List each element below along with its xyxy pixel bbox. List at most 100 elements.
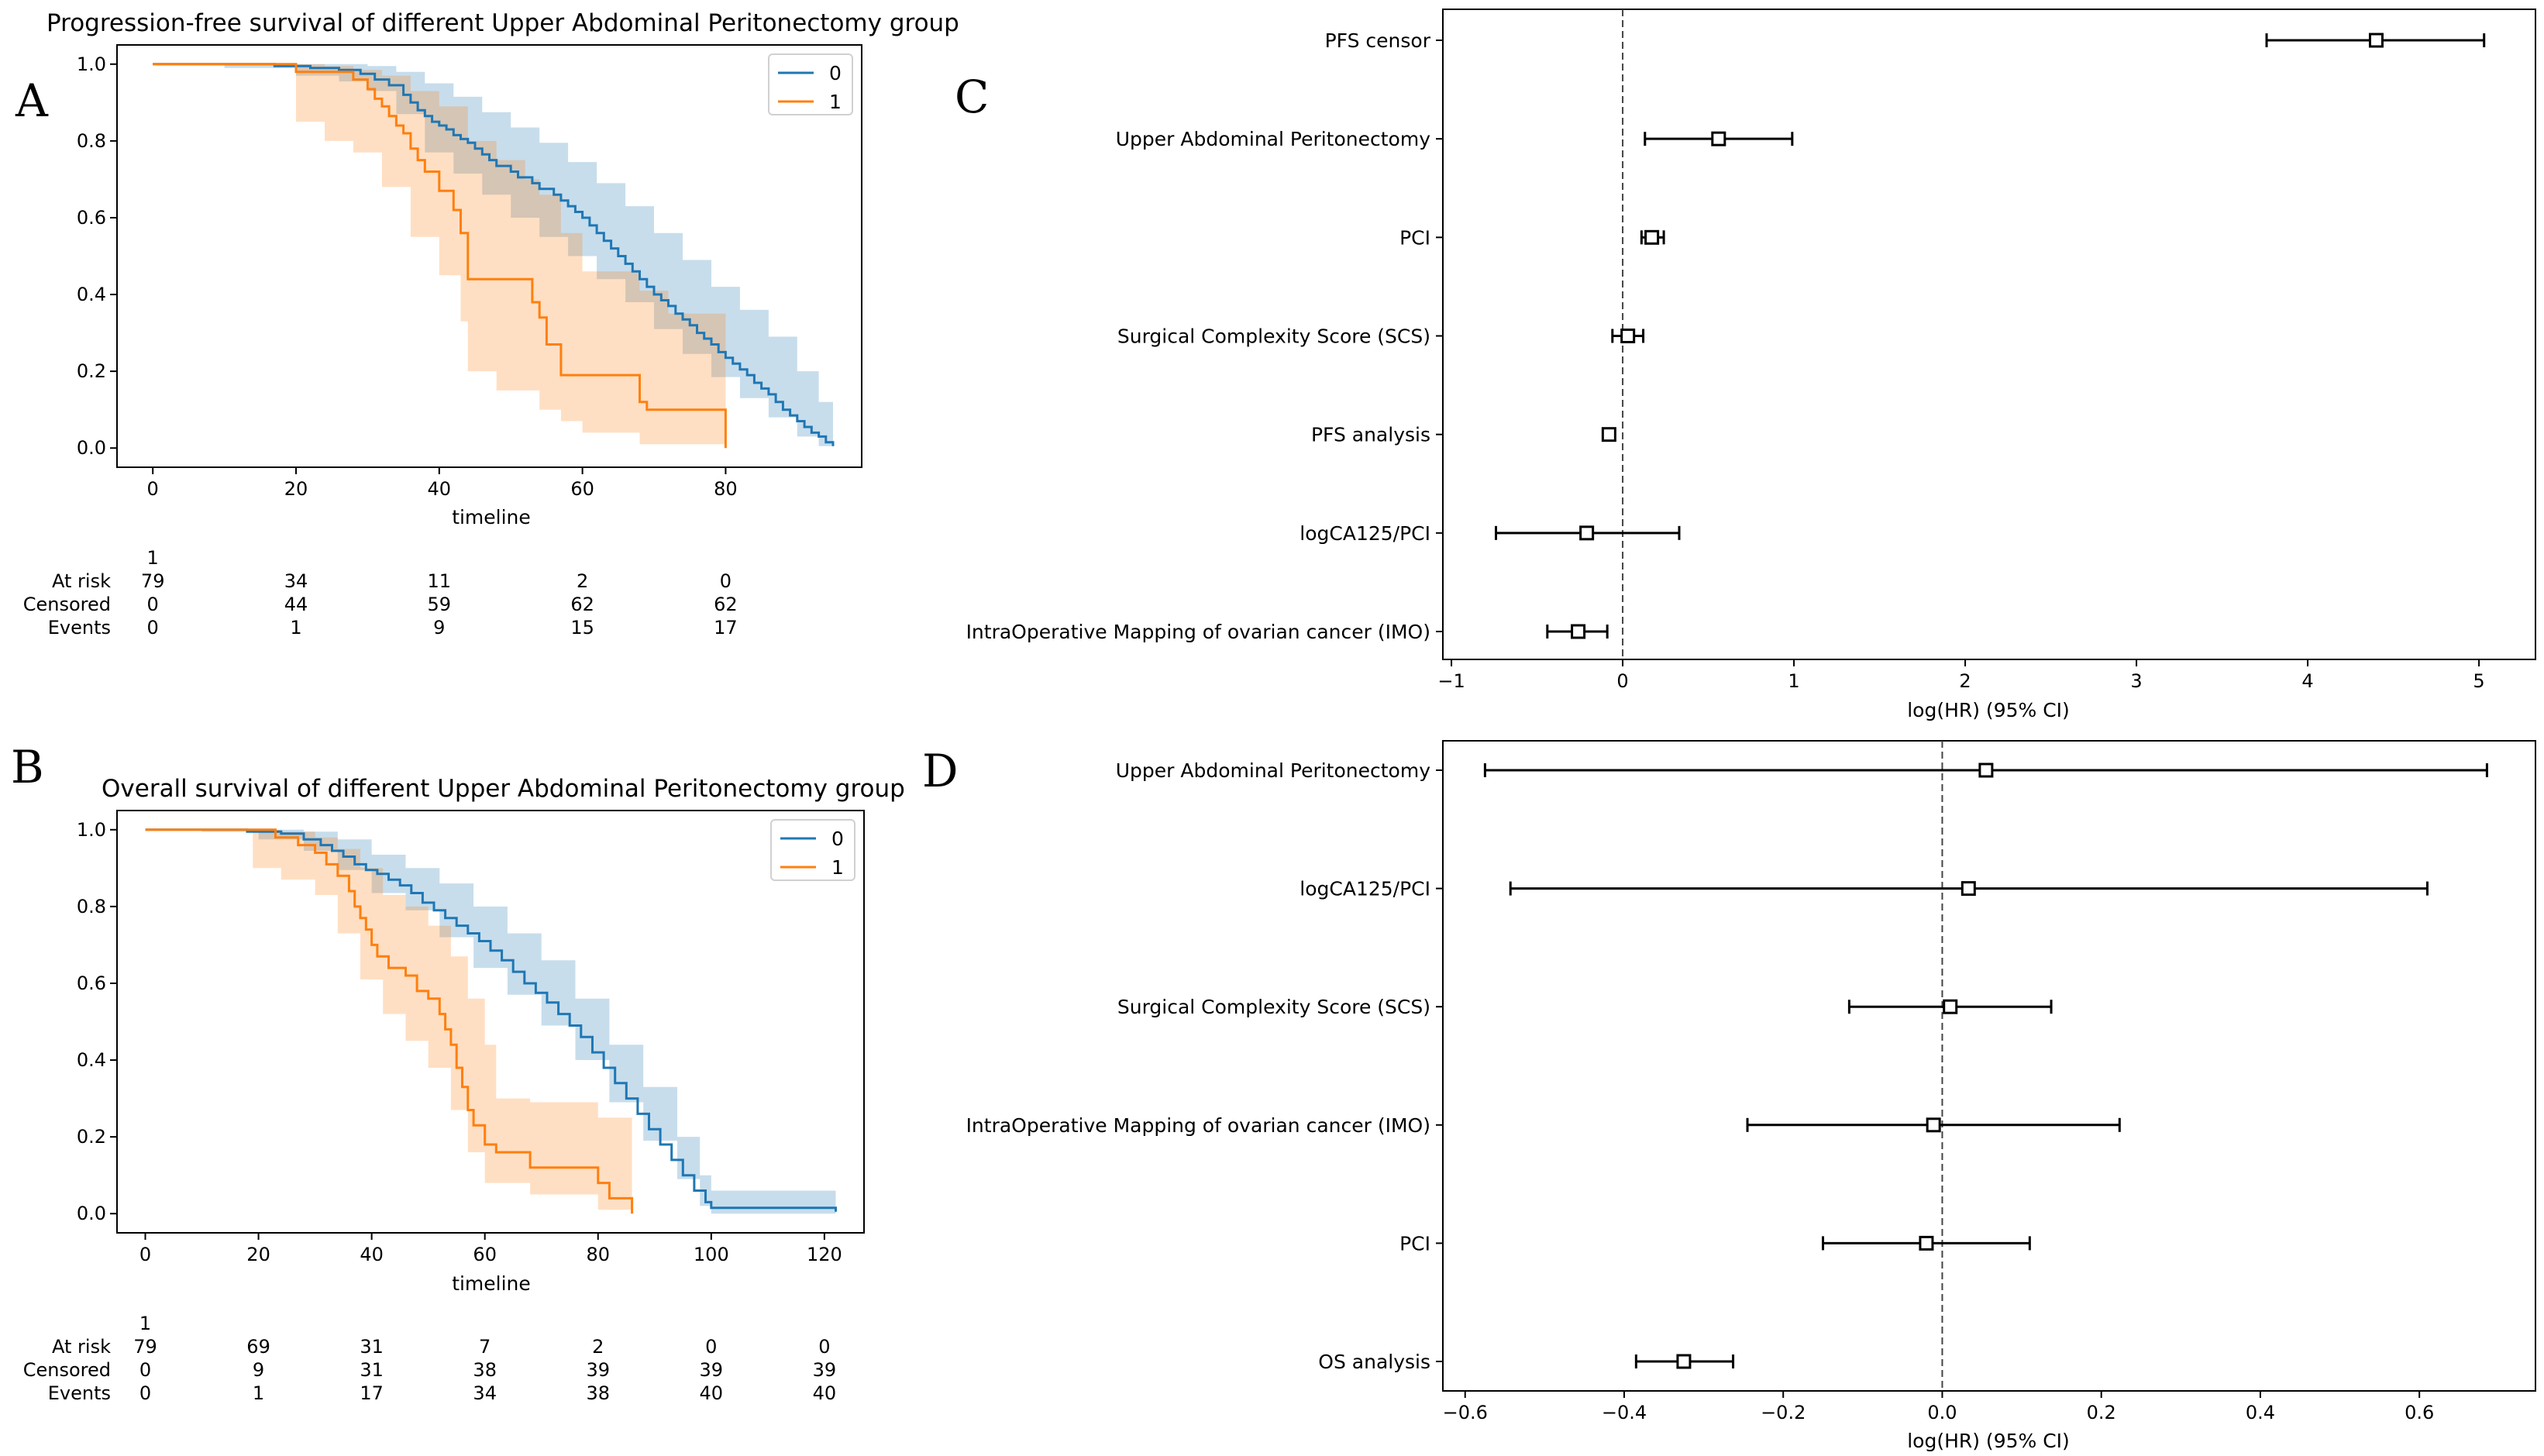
ci-band-pfs-1 [153,64,726,449]
ci-band-os-1 [145,829,632,1214]
legend-box-os [770,819,855,881]
risk-cell-os: 7 [479,1336,491,1358]
x-tick-label-os: 80 [586,1244,610,1265]
y-tick-label-os: 0.2 [77,1126,106,1148]
risk-row-label-os: Censored [23,1359,111,1381]
point-estimate-pfs [1579,525,1595,541]
point-estimate-os [1926,1117,1941,1133]
risk-cell-os: 69 [246,1336,270,1358]
y-tick-label-pfs: 0.6 [77,207,106,229]
row-label-os: PCI [1399,1232,1430,1255]
point-estimate-os [1676,1354,1692,1369]
forest-plot-pfs: log(HR) (95% CI) −1 0 1 2 3 4 5 PFS censor Upper… [966,9,2536,721]
panel-label-c: C [955,71,989,123]
y-tick-label-pfs: 0.0 [77,437,106,459]
x-tick-label-os: −0.2 [1761,1402,1806,1423]
x-tick-label-pfs: 60 [570,478,594,500]
risk-row-label-pfs: At risk [52,570,111,592]
ci-band-pfs-0 [153,64,833,449]
y-tick-label-pfs: 0.2 [77,360,106,382]
y-tick-label-pfs: 0.8 [77,130,106,152]
x-tick-label-pfs: 80 [714,478,738,500]
legend-label-pfs-0: 0 [829,62,842,84]
risk-cell-os: 0 [139,1382,151,1404]
risk-cell-pfs: 62 [714,594,738,615]
chart-title-pfs: Progression-free survival of different U… [46,9,959,37]
x-tick-label-os: 100 [694,1244,729,1265]
row-label-pfs: Surgical Complexity Score (SCS) [1117,325,1430,348]
x-tick-label-pfs: 40 [428,478,452,500]
risk-cell-os: 38 [586,1382,610,1404]
risk-cell-os: 40 [813,1382,837,1404]
x-tick-label-pfs: 2 [1959,670,1971,692]
point-estimate-pfs [1571,624,1586,639]
x-tick-label-pfs: 0 [1616,670,1628,692]
legend-box-pfs [768,53,853,115]
x-tick-label-os: 60 [473,1244,497,1265]
row-label-os: IntraOperative Mapping of ovarian cancer… [966,1114,1430,1137]
risk-cell-pfs: 0 [720,570,732,592]
x-axis-label-forest-os: log(HR) (95% CI) [1907,1430,2070,1452]
survival-line-os-1 [145,828,634,1214]
point-estimate-os [1943,999,1958,1014]
risk-cell-pfs: 62 [570,594,594,615]
y-tick-label-os: 1.0 [77,819,106,841]
x-tick-label-os: 40 [360,1244,384,1265]
risk-cell-os: 0 [818,1336,830,1358]
risk-cell-os: 39 [813,1359,837,1381]
risk-cell-os: 31 [360,1336,384,1358]
x-axis-label-pfs: timeline [452,506,531,528]
risk-row-label-os: Events [48,1382,111,1404]
survival-line-os-0 [145,828,837,1212]
risk-cell-pfs: 59 [428,594,452,615]
point-estimate-pfs [1711,131,1726,146]
plot-frame-os [1442,740,2536,1392]
km-chart-os: Overall survival of different Upper Abdo… [23,775,905,1404]
x-tick-label-pfs: 0 [147,478,159,500]
risk-cell-os: 34 [473,1382,497,1404]
x-tick-label-os: 0 [139,1244,151,1265]
panel-label-b: B [11,741,44,793]
x-tick-label-pfs: −1 [1437,670,1465,692]
y-tick-label-os: 0.0 [77,1203,106,1224]
risk-cell-pfs: 0 [147,617,159,639]
risk-cell-os: 39 [586,1359,610,1381]
y-tick-label-os: 0.4 [77,1049,106,1071]
panel-label-a: A [15,74,49,127]
risk-cell-pfs: 17 [714,617,738,639]
legend-label-os-1: 1 [831,856,844,879]
y-tick-label-pfs: 1.0 [77,53,106,75]
y-tick-label-pfs: 0.4 [77,284,106,305]
risk-cell-os: 1 [253,1382,264,1404]
point-estimate-pfs [1601,427,1616,442]
risk-cell-os: 17 [360,1382,384,1404]
row-label-pfs: logCA125/PCI [1300,522,1430,545]
x-axis-label-forest-pfs: log(HR) (95% CI) [1907,699,2070,721]
y-tick-label-os: 0.6 [77,972,106,994]
point-estimate-pfs [1620,329,1636,343]
risk-cell-pfs: 11 [428,570,452,592]
risk-cell-os: 39 [700,1359,724,1381]
risk-cell-os: 9 [253,1359,264,1381]
legend-label-pfs-1: 1 [829,91,842,113]
survival-line-pfs-0 [153,63,835,446]
row-label-pfs: Upper Abdominal Peritonectomy [1116,128,1430,150]
risk-cell-os: 79 [133,1336,157,1358]
x-tick-label-pfs: 3 [2130,670,2142,692]
x-tick-label-pfs: 20 [284,478,308,500]
x-tick-label-os: 0.4 [2246,1402,2275,1423]
km-chart-pfs: Progression-free survival of different U… [23,9,959,639]
risk-cell-pfs: 9 [433,617,445,639]
risk-cell-pfs: 1 [290,617,301,639]
risk-cell-pfs: 44 [284,594,308,615]
row-label-pfs: PFS analysis [1311,424,1430,446]
x-tick-label-os: 0.6 [2405,1402,2434,1423]
risk-row-label-os: At risk [52,1336,111,1358]
risk-cell-os: 38 [473,1359,497,1381]
x-tick-label-os: 0.0 [1927,1402,1957,1423]
x-tick-label-os: 20 [246,1244,270,1265]
chart-title-os: Overall survival of different Upper Abdo… [102,775,905,803]
risk-cell-pfs: 79 [141,570,165,592]
x-tick-label-pfs: 4 [2301,670,2313,692]
panel-label-d: D [922,745,959,797]
